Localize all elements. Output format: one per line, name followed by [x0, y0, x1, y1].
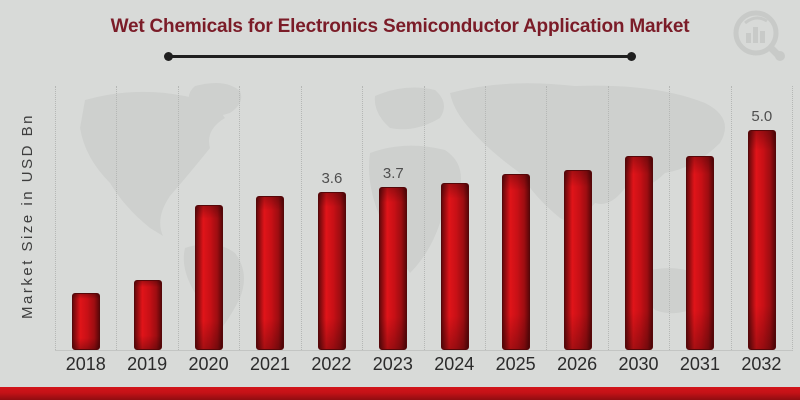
x-tick-2031: 2031 — [679, 354, 720, 374]
chart-column-2021 — [239, 86, 300, 350]
chart-column-2024 — [423, 86, 485, 350]
bar-2025 — [502, 174, 531, 350]
bar-2020 — [195, 205, 224, 350]
bar-value-label: 5.0 — [751, 108, 773, 125]
x-tick-2019: 2019 — [127, 354, 168, 374]
chart-column-2019 — [116, 86, 177, 350]
chart-column-2031 — [669, 86, 730, 350]
bar-2023 — [379, 187, 408, 350]
chart-column-2025 — [484, 86, 546, 350]
bar-2024 — [440, 183, 469, 350]
x-axis: 2018 2019 2020 2021 2022 2023 2024 2025 2026 2030… — [55, 354, 792, 375]
underline-right-dot — [627, 52, 636, 61]
bar-2021 — [256, 196, 285, 350]
magnifier-chart-logo-icon — [733, 10, 785, 61]
x-tick-2024: 2024 — [434, 354, 475, 374]
x-tick-2030: 2030 — [618, 354, 659, 374]
bar-2018 — [72, 293, 101, 350]
chart-column-2023: 3.7 — [362, 86, 423, 350]
x-tick-2022: 2022 — [311, 354, 352, 374]
title-underline — [164, 52, 636, 61]
chart-column-2018 — [55, 86, 116, 350]
bar-2022 — [317, 192, 346, 350]
chart-column-2022: 3.6 — [300, 86, 362, 350]
x-tick-2023: 2023 — [372, 354, 413, 374]
chart-column-2020 — [177, 86, 239, 350]
chart-title: Wet Chemicals for Electronics Semiconduc… — [110, 16, 690, 37]
underline-left-dot — [164, 52, 173, 61]
chart-column-2032: 5.0 — [730, 86, 792, 350]
bar-2032 — [747, 130, 776, 350]
bar-2026 — [563, 170, 592, 350]
x-tick-2021: 2021 — [249, 354, 290, 374]
bar-2030 — [625, 156, 653, 350]
bar-value-label: 3.7 — [382, 165, 404, 182]
plot-area: 3.6 3.7 5.0 — [55, 86, 793, 351]
bar-2019 — [133, 280, 162, 350]
bottom-accent-bar — [0, 387, 800, 400]
y-axis-title: Market Size in USD Bn — [19, 113, 36, 319]
chart-column-2026 — [546, 86, 607, 350]
chart-column-2030 — [607, 86, 669, 350]
x-tick-2020: 2020 — [188, 354, 229, 374]
bar-value-label: 3.6 — [321, 170, 343, 187]
x-tick-2026: 2026 — [557, 354, 598, 374]
bar-2031 — [686, 156, 715, 350]
x-tick-2025: 2025 — [495, 354, 536, 374]
x-tick-2018: 2018 — [65, 354, 106, 374]
x-tick-2032: 2032 — [741, 354, 782, 374]
